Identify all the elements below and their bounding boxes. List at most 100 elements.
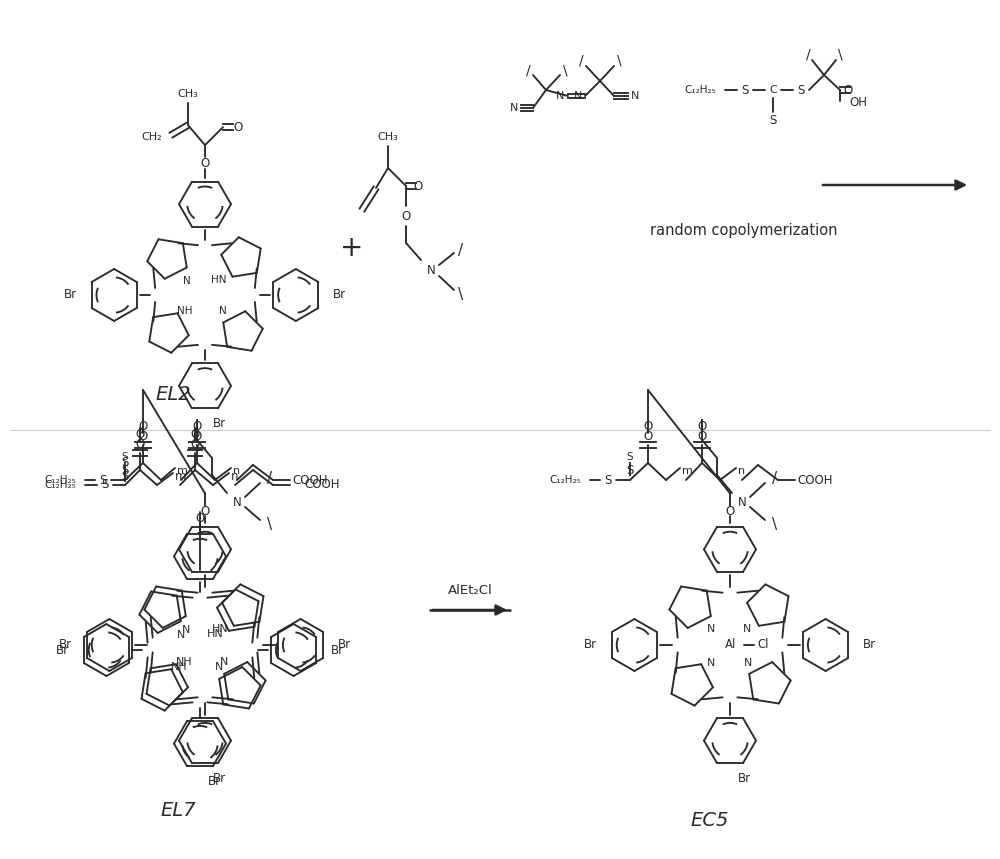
Text: /: / [526,63,530,77]
Text: O: O [233,120,243,134]
Text: CH₂: CH₂ [141,132,162,142]
Text: S: S [769,113,777,126]
Text: N: N [738,496,746,509]
Text: N: N [743,624,751,634]
Text: \: \ [617,53,621,67]
Text: \: \ [563,63,567,77]
Text: Al: Al [725,638,737,651]
Text: random copolymerization: random copolymerization [650,222,838,237]
Text: S: S [101,478,109,491]
Text: N: N [220,657,228,667]
Text: NH: NH [171,661,187,672]
Text: C₁₂H₂₅: C₁₂H₂₅ [684,85,716,95]
Text: O: O [697,421,707,434]
Text: /: / [772,471,778,485]
Text: C₁₂H₂₅: C₁₂H₂₅ [549,475,581,485]
Text: n: n [738,466,745,476]
Text: O: O [135,438,145,452]
Text: Br: Br [333,289,346,302]
Text: Br: Br [213,417,226,430]
Text: O: O [697,430,707,443]
Text: S: S [604,473,612,486]
Text: EL7: EL7 [160,801,196,819]
Text: m: m [682,466,693,476]
Text: O: O [138,430,148,443]
Text: N: N [215,661,223,672]
Text: m: m [175,471,186,484]
Text: O: O [138,421,148,434]
Text: HN: HN [211,275,227,285]
Text: CH₃: CH₃ [178,89,198,99]
Text: Br: Br [208,775,221,788]
Text: O: O [725,505,735,518]
Text: S: S [99,473,107,486]
Text: N: N [233,496,241,509]
Text: O: O [413,180,423,192]
Text: O: O [643,421,653,434]
Text: C: C [769,85,777,95]
Text: O: O [192,430,202,443]
Text: O: O [401,210,411,222]
Text: N: N [177,631,185,640]
Text: N: N [183,276,191,286]
Text: O: O [843,83,853,96]
Text: n: n [231,471,239,484]
Text: S: S [122,452,128,462]
Text: O: O [190,438,200,452]
Text: /: / [579,53,583,67]
Text: O: O [195,512,205,525]
Text: N: N [574,91,582,101]
Text: m: m [177,466,188,476]
Text: NH: NH [177,306,193,316]
Text: \: \ [838,48,842,62]
Text: NH: NH [176,657,192,667]
Text: S: S [121,464,129,477]
Text: Br: Br [738,772,751,785]
Text: CH₃: CH₃ [378,132,398,142]
Text: COOH: COOH [304,478,340,491]
Text: /: / [458,242,464,258]
Text: N: N [427,264,435,277]
Text: Br: Br [584,638,597,651]
Text: N: N [707,624,715,634]
Text: S: S [626,464,634,477]
Text: O: O [135,429,145,442]
Text: /: / [806,48,810,62]
Text: +: + [340,234,364,262]
Text: S: S [121,471,129,484]
Text: HN: HN [211,624,228,634]
Text: O: O [190,429,200,442]
Text: Br: Br [331,643,344,656]
Text: \: \ [772,517,778,533]
Text: N: N [182,625,190,636]
Text: OH: OH [849,96,867,109]
Text: O: O [200,156,210,169]
Text: N: N [707,658,715,667]
Text: \: \ [458,287,464,302]
Text: Br: Br [338,638,351,651]
Text: EL2: EL2 [155,386,191,405]
Text: O: O [192,421,202,434]
Text: \: \ [267,517,273,533]
Text: n: n [233,466,240,476]
Text: N: N [219,306,227,316]
Text: EC5: EC5 [690,811,728,830]
Text: N: N [510,103,518,113]
Text: HN: HN [206,630,223,639]
Text: COOH: COOH [292,473,328,486]
Text: O: O [200,505,210,518]
Text: S: S [121,456,129,470]
Text: Br: Br [59,638,72,651]
Text: C₁₂H₂₅: C₁₂H₂₅ [44,480,76,490]
Text: COOH: COOH [797,473,833,486]
Text: C₁₂H₂₅: C₁₂H₂₅ [44,475,76,485]
Text: Br: Br [863,638,876,651]
Text: S: S [741,83,749,96]
Text: S: S [627,452,633,462]
Text: Br: Br [56,643,69,656]
Text: N: N [631,91,639,101]
Text: AlEt₂Cl: AlEt₂Cl [448,583,492,596]
Text: Br: Br [64,289,77,302]
Text: S: S [797,83,805,96]
Text: Br: Br [213,772,226,785]
